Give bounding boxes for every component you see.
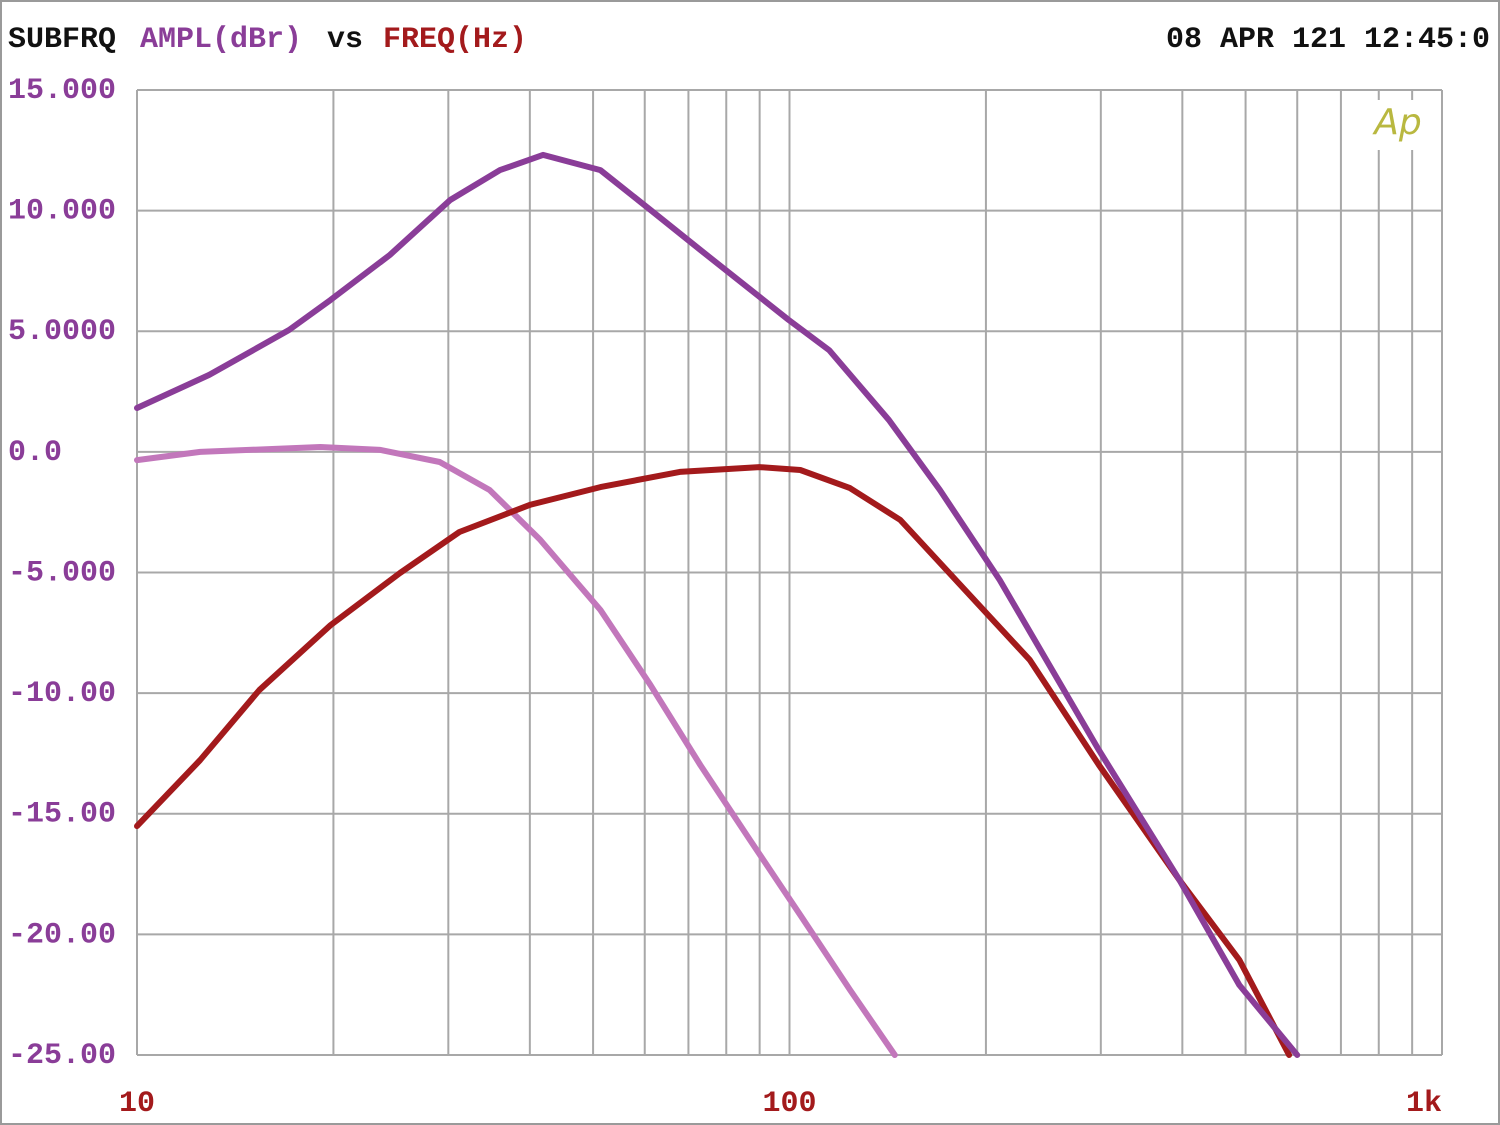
labels: SUBFRQ AMPL(dBr) vs FREQ(Hz) 08 APR 121 …: [8, 23, 1490, 1121]
x-axis-label: FREQ(Hz): [383, 23, 527, 57]
y-tick-label: -25.00: [8, 1039, 116, 1073]
series-line: [134, 151, 1301, 1058]
y-tick-label: 15.000: [8, 74, 116, 108]
logo-background: [1366, 100, 1432, 150]
grid: [136, 89, 1443, 1056]
logo: Ap: [1372, 102, 1421, 143]
y-tick-label: -5.000: [8, 556, 116, 590]
series-line: [134, 444, 898, 1058]
y-axis-label: AMPL(dBr): [140, 23, 302, 57]
timestamp: 08 APR 121 12:45:0: [1166, 23, 1490, 57]
y-tick-label: -15.00: [8, 798, 116, 832]
y-tick-label: -10.00: [8, 677, 116, 711]
curves: [134, 151, 1301, 1058]
x-tick-label: 100: [762, 1087, 816, 1121]
y-tick-label: 10.000: [8, 195, 116, 229]
title-connector: vs: [327, 23, 363, 57]
chart-title: SUBFRQ: [8, 23, 116, 57]
y-tick-label: 0.0: [8, 436, 62, 470]
y-tick-label: 5.0000: [8, 315, 116, 349]
x-tick-label: 1k: [1406, 1087, 1442, 1121]
x-tick-label: 10: [119, 1087, 155, 1121]
y-tick-label: -20.00: [8, 918, 116, 952]
series-line: [134, 464, 1293, 1058]
